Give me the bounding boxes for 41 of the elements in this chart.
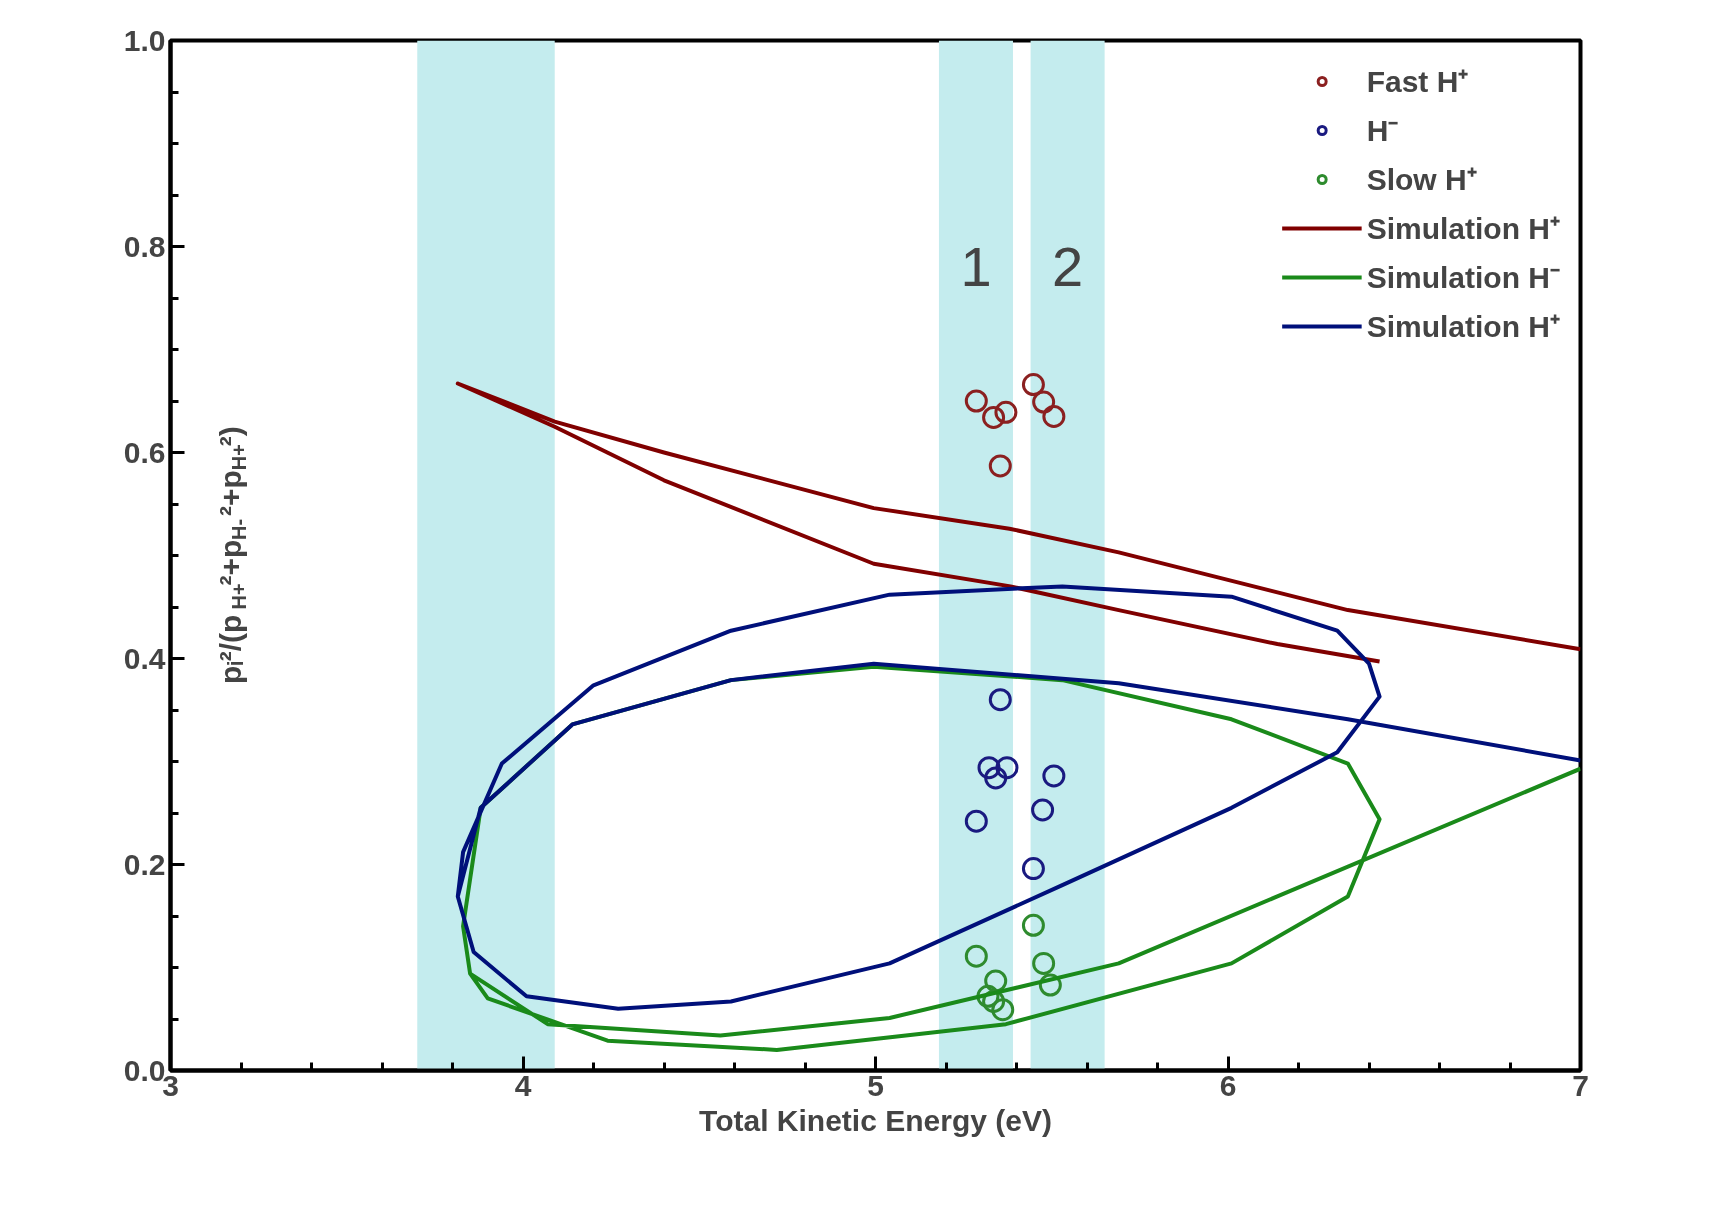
point: [964, 389, 988, 413]
point: [1021, 373, 1045, 396]
y-axis-title: pᵢ²/(pH+²+pH-²+pH+²): [214, 426, 250, 684]
legend-label: Simulation H⁻: [1366, 260, 1560, 296]
point: [1031, 798, 1055, 822]
y-tick-label: 0.8: [123, 229, 166, 263]
point: [964, 809, 988, 833]
y-tick-label: 0.2: [123, 847, 166, 881]
point: [982, 406, 1006, 429]
legend-label: H⁻: [1366, 113, 1399, 149]
legend-label: Fast H⁺: [1366, 64, 1469, 100]
y-tick-label: 0.4: [123, 641, 166, 675]
line-series: [455, 381, 1581, 664]
point: [1042, 764, 1066, 788]
band-label: 1: [960, 235, 992, 299]
x-tick-label: 6: [1219, 1068, 1237, 1102]
y-tick-label: 1.0: [123, 23, 166, 57]
point: [1042, 404, 1066, 428]
x-tick-label: 5: [867, 1068, 884, 1102]
legend-label: Slow H⁺: [1366, 162, 1477, 198]
y-tick-label: 0.6: [123, 435, 166, 469]
point: [988, 454, 1012, 478]
point: [995, 756, 1019, 780]
legend-label: Simulation H⁺: [1366, 309, 1560, 345]
point: [994, 400, 1018, 424]
x-tick-label: 7: [1572, 1068, 1589, 1102]
x-tick-label: 4: [514, 1068, 532, 1102]
point: [1032, 390, 1056, 414]
point: [1021, 913, 1045, 937]
point: [1021, 857, 1045, 881]
point: [991, 998, 1015, 1022]
point: [988, 688, 1012, 712]
point: [1032, 951, 1056, 975]
point: [977, 756, 1001, 780]
band-label: 2: [1052, 235, 1084, 299]
point: [984, 969, 1008, 993]
legend-label: Simulation H⁺: [1366, 211, 1560, 247]
line-series: [455, 584, 1581, 1011]
point: [964, 944, 988, 968]
point: [984, 766, 1008, 790]
x-axis-title: Total Kinetic Energy (eV): [699, 1103, 1052, 1137]
